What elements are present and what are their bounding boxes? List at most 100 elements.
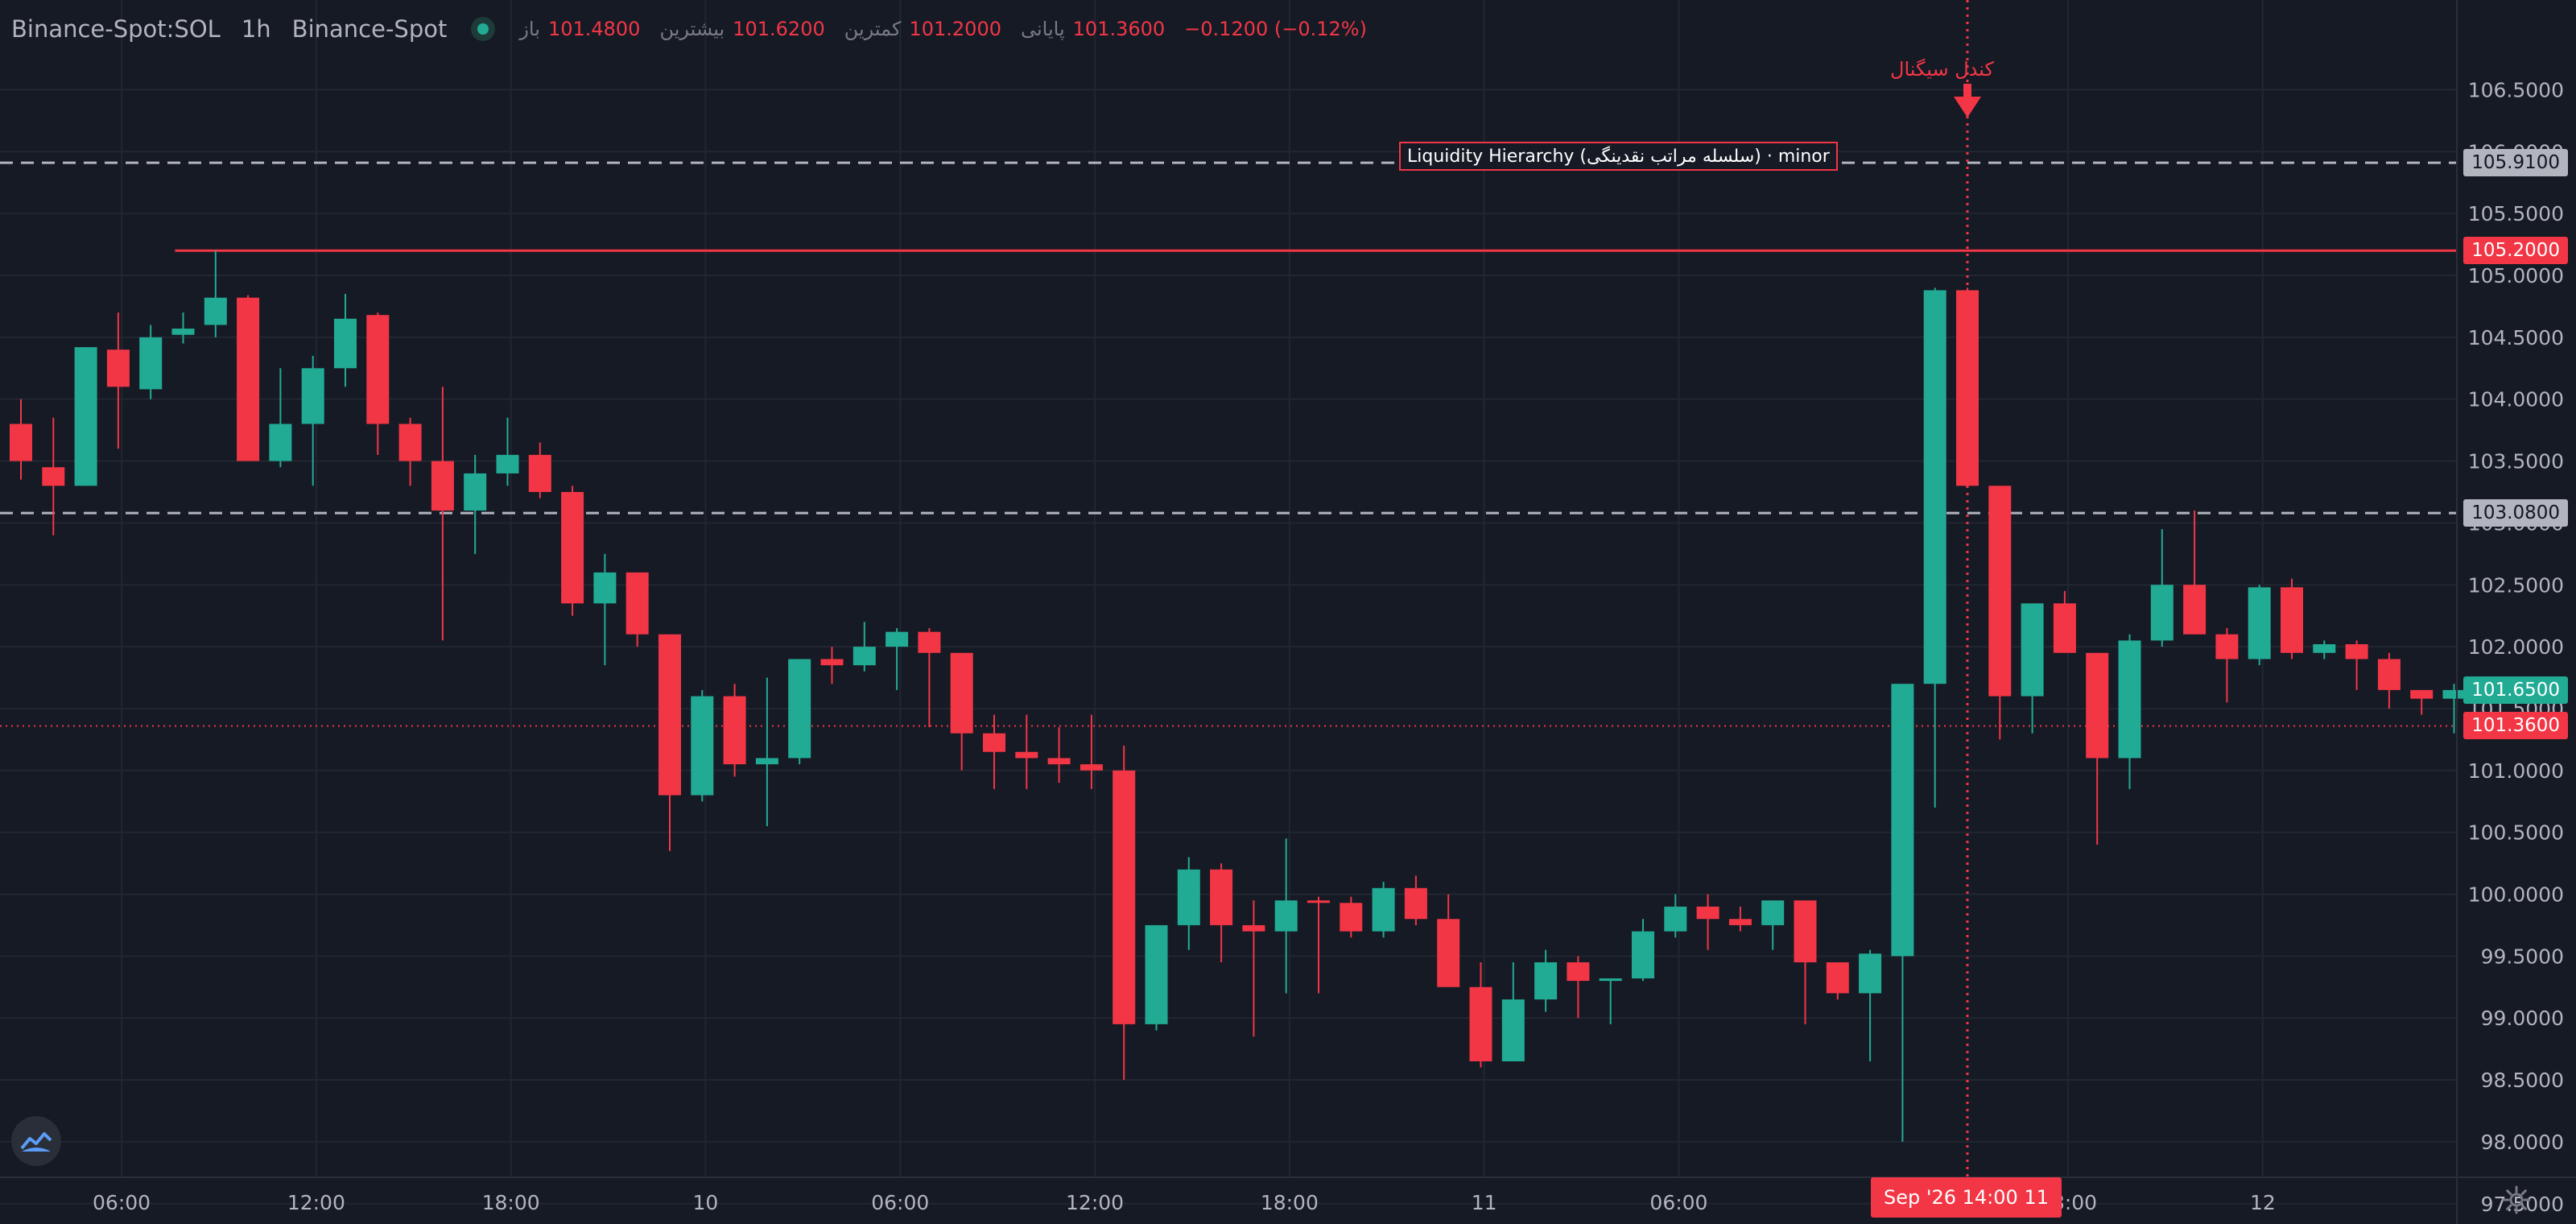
candle-body <box>2442 689 2466 699</box>
candle-body <box>431 461 454 511</box>
candle-body <box>983 733 1005 752</box>
candle-body <box>755 758 778 765</box>
candle-body <box>2118 640 2141 759</box>
candle-body <box>1274 900 1298 932</box>
candle-body <box>2345 644 2368 660</box>
y-tick-label: 105.5000 <box>2468 202 2564 225</box>
price-tag-current-green: 101.6500 <box>2463 676 2568 704</box>
candle-body <box>2248 587 2271 660</box>
candle-body <box>820 659 844 666</box>
candle-body <box>1826 962 1849 994</box>
x-tick-label: 18:00 <box>1261 1191 1319 1214</box>
candle-body <box>42 467 65 486</box>
gear-icon[interactable] <box>2500 1184 2533 1216</box>
y-tick-label: 102.0000 <box>2468 635 2564 659</box>
candle-body <box>139 337 163 390</box>
candle-body <box>398 424 422 461</box>
change-value: −0.1200 (−0.12%) <box>1184 18 1367 40</box>
x-tick-label: 18:00 <box>482 1191 540 1214</box>
chart-logo-icon[interactable] <box>11 1116 61 1166</box>
high-value: 101.6200 <box>733 18 825 40</box>
y-tick-label: 103.5000 <box>2468 450 2564 473</box>
candle-body <box>1859 953 1882 994</box>
ohlc-values: باز 101.4800 بیشترین 101.6200 کمترین 101… <box>519 18 1367 40</box>
candle-body <box>1210 869 1233 925</box>
x-tick-label: 06:00 <box>1649 1191 1707 1214</box>
market-status-icon <box>471 17 496 41</box>
y-tick-label: 101.0000 <box>2468 759 2564 783</box>
exchange-name: Binance-Spot <box>291 15 448 43</box>
y-tick-label: 104.0000 <box>2468 388 2564 411</box>
x-tick-label: 11 <box>1472 1191 1497 1214</box>
grid <box>0 0 2457 1205</box>
candle-body <box>561 491 584 604</box>
crosshair-time-label: Sep '26 14:00 11 <box>1871 1177 2062 1218</box>
y-tick-label: 106.5000 <box>2468 78 2564 101</box>
low-label: کمترین <box>844 18 902 40</box>
signal-arrow-shaft <box>1963 84 1971 97</box>
symbol-header: Binance-Spot:SOL 1h Binance-Spot باز 101… <box>11 11 1367 47</box>
candle-body <box>1469 986 1492 1061</box>
x-tick-label: 06:00 <box>93 1191 151 1214</box>
candle-body <box>106 349 130 387</box>
candle-body <box>496 454 519 473</box>
candle-body <box>2313 644 2336 653</box>
y-tick-label: 104.5000 <box>2468 326 2564 349</box>
candle-body <box>2215 634 2239 660</box>
candle-body <box>1047 758 1071 765</box>
candle-body <box>528 454 551 492</box>
candle-body <box>204 297 227 325</box>
y-tick-label: 98.0000 <box>2481 1131 2564 1154</box>
candle-body <box>237 297 260 461</box>
timeframe[interactable]: 1h <box>241 15 271 43</box>
price-tag-liquidity-level[interactable]: 105.2000 <box>2463 237 2568 265</box>
candle-body <box>1340 903 1363 932</box>
candles <box>10 250 2466 1142</box>
signal-arrow-icon <box>1954 97 1981 118</box>
candle-body <box>1145 924 1168 1024</box>
y-tick-label: 99.0000 <box>2481 1007 2564 1030</box>
high-label: بیشترین <box>659 18 725 40</box>
candle-body <box>788 659 811 759</box>
signal-marker <box>1954 0 1981 1177</box>
candle-body <box>2150 585 2174 641</box>
candle-body <box>1956 290 1979 486</box>
candle-body <box>1534 962 1558 1000</box>
candle-body <box>1988 486 2012 697</box>
price-tag-upper-level[interactable]: 105.9100 <box>2463 149 2568 177</box>
open-value: 101.4800 <box>547 18 641 40</box>
candle-body <box>723 696 746 765</box>
liquidity-label[interactable]: Liquidity Hierarchy (سلسله مراتب نقدینگی… <box>1399 142 1838 171</box>
candle-body <box>1113 770 1136 1024</box>
candle-body <box>1599 978 1622 982</box>
candle-body <box>2021 603 2044 697</box>
candle-body <box>1567 962 1590 982</box>
y-tick-label: 100.5000 <box>2468 821 2564 845</box>
x-tick-label: 12 <box>2250 1191 2276 1214</box>
x-tick-label: 10 <box>693 1191 719 1214</box>
symbol-name[interactable]: Binance-Spot:SOL <box>11 15 221 43</box>
candle-body <box>366 315 390 424</box>
y-tick-label: 99.5000 <box>2481 945 2564 968</box>
signal-candle-label: کندل سیگنال <box>1890 58 1994 81</box>
candle-body <box>658 634 681 796</box>
candle-body <box>1794 900 1817 963</box>
candle-body <box>464 473 487 511</box>
candle-body <box>2086 652 2109 759</box>
candle-body <box>171 329 195 335</box>
candle-body <box>1632 931 1654 979</box>
candle-body <box>852 647 876 666</box>
y-tick-label: 98.5000 <box>2481 1069 2564 1092</box>
candle-body <box>1015 751 1038 759</box>
candle-body <box>1437 919 1460 987</box>
x-tick-label: 12:00 <box>287 1191 345 1214</box>
x-tick-label: 12:00 <box>1066 1191 1124 1214</box>
price-tag-lower-level[interactable]: 103.0800 <box>2463 499 2568 527</box>
candle-body <box>2183 585 2207 635</box>
candle-body <box>2410 689 2434 699</box>
candle-body <box>1307 900 1330 904</box>
open-label: باز <box>519 18 540 40</box>
close-value: 101.3600 <box>1072 18 1166 40</box>
